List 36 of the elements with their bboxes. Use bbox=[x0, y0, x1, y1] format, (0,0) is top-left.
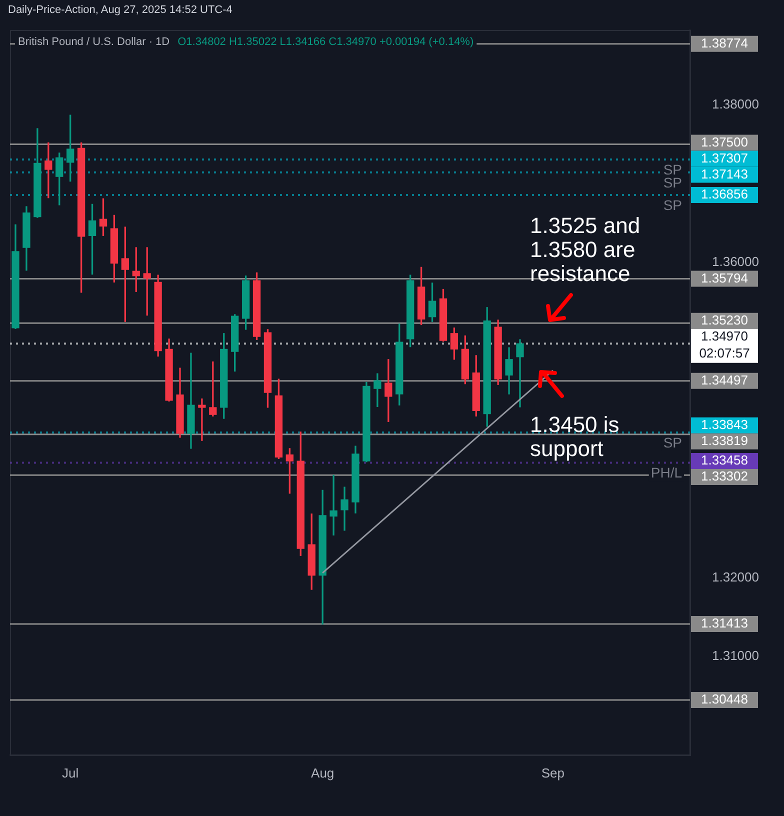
annotation: SP bbox=[663, 434, 682, 450]
ref-line-label: 1.37500 bbox=[701, 134, 748, 150]
ref-line-label: 1.33458 bbox=[701, 452, 748, 468]
y-tick-label: 1.32000 bbox=[712, 569, 759, 584]
x-tick-label: Jul bbox=[62, 765, 79, 780]
text: 02:07:57 bbox=[699, 345, 750, 360]
candlestick bbox=[330, 474, 338, 536]
candlestick bbox=[198, 398, 206, 441]
ref-line-label: 1.33302 bbox=[701, 468, 748, 484]
ref-line-label: 1.34497 bbox=[701, 372, 748, 388]
ref-line-label: 1.37307 bbox=[701, 150, 748, 166]
x-tick-label: Sep bbox=[541, 765, 564, 780]
text: O1.34802 H1.35022 L1.34166 C1.34970 +0.00194 (+0.14%) bbox=[178, 36, 474, 48]
ref-line-label: 1.34970 bbox=[701, 328, 748, 344]
y-tick-label: 1.38000 bbox=[712, 96, 759, 112]
ref-line-label: 1.30448 bbox=[701, 692, 748, 707]
annotation: PH/L bbox=[650, 464, 682, 481]
candlestick bbox=[516, 339, 524, 408]
ref-line-label: 1.35230 bbox=[701, 312, 748, 328]
ref-line-label: 1.38774 bbox=[701, 35, 748, 50]
y-tick-label: 1.31000 bbox=[712, 648, 759, 664]
ref-line-label: 1.37143 bbox=[701, 166, 748, 182]
annotation: 1.3525 and 1.3580 are resistance bbox=[530, 213, 642, 287]
candlestick bbox=[340, 486, 348, 531]
y-tick-label: 1.36000 bbox=[712, 254, 759, 270]
ref-line-label: 1.33843 bbox=[701, 416, 748, 432]
ref-line-label: 1.33819 bbox=[701, 432, 748, 448]
annotation: 1.3450 is support bbox=[530, 412, 620, 462]
ref-line-label: 1.31413 bbox=[701, 616, 748, 631]
annotation: SP bbox=[663, 161, 682, 178]
text: British Pound / U.S. Dollar · 1D bbox=[18, 36, 170, 48]
text: Daily-Price-Action, Aug 27, 2025 14:52 UTC-4 bbox=[8, 4, 234, 16]
ref-line-label: 1.35794 bbox=[701, 270, 748, 286]
annotation: SP bbox=[663, 196, 682, 213]
ref-line-label: 1.36856 bbox=[701, 186, 748, 202]
x-tick-label: Aug bbox=[311, 765, 334, 780]
